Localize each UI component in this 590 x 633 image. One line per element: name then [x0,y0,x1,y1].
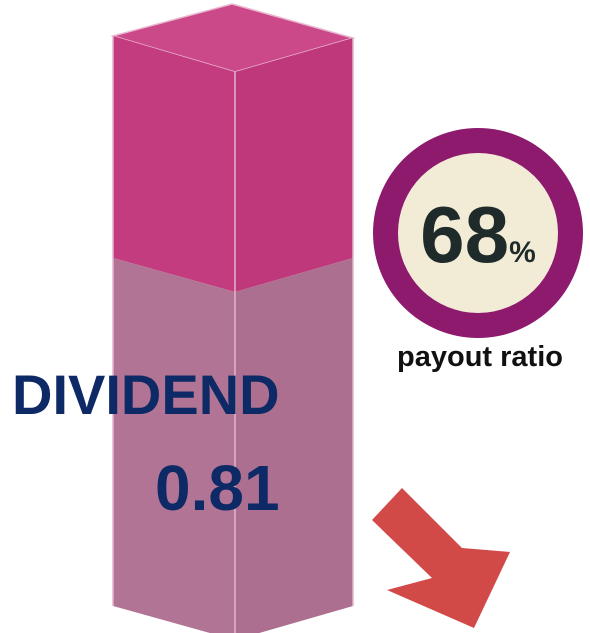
down-arrow [372,488,510,628]
dividend-value: 0.81 [155,452,280,524]
prism-right-upper [235,38,353,292]
prism [110,3,356,633]
payout-unit: % [509,236,536,269]
prism-right-lower [235,258,353,633]
prism-left-lower [113,258,235,633]
prism-left-upper [113,36,235,292]
payout-value: 68 [420,190,509,279]
payout-badge: 68% [373,128,583,338]
payout-label: payout ratio [397,341,563,373]
payout-value-line: 68% [420,190,536,279]
badge-inner [398,153,558,313]
dividend-label: DIVIDEND [12,363,280,426]
